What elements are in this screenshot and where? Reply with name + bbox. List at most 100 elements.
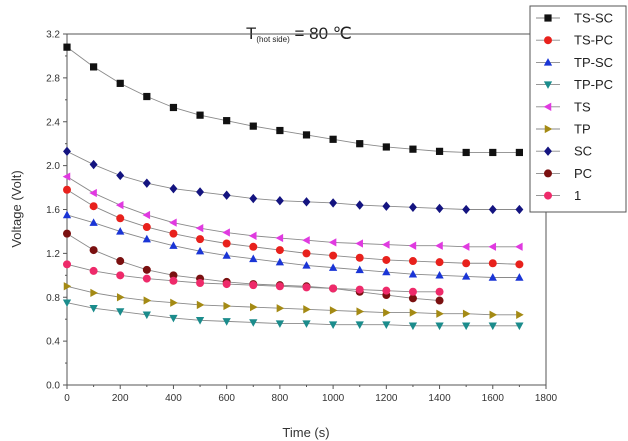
data-point-tp-sc	[222, 251, 231, 259]
legend-marker-pc	[544, 169, 552, 178]
data-point-ts	[222, 228, 230, 237]
data-point-ts-sc	[276, 126, 284, 135]
data-point-ts-sc	[409, 145, 417, 153]
data-point-tp-pc	[408, 322, 418, 331]
legend-item-ts: TS	[536, 99, 591, 114]
data-point-ts-sc	[356, 140, 364, 148]
data-point-ts-pc	[63, 185, 71, 194]
data-point-1	[89, 266, 98, 275]
data-point-ts-sc	[382, 143, 390, 151]
data-point-ts-pc	[302, 249, 311, 258]
x-tick-label: 1600	[482, 393, 505, 404]
y-tick-label: 1.6	[46, 205, 60, 216]
data-point-1	[329, 284, 338, 293]
legend-item-ts-pc: TS-PC	[536, 33, 613, 48]
legend-item-tp-sc: TP-SC	[536, 55, 613, 70]
data-point-tp-sc	[116, 227, 125, 235]
y-tick-label: 0.4	[46, 337, 60, 348]
data-point-1	[408, 287, 417, 296]
data-point-ts-pc	[196, 235, 205, 244]
data-point-tp	[196, 300, 205, 310]
data-point-1	[435, 287, 444, 296]
data-point-tp-sc	[515, 273, 524, 281]
data-point-ts	[62, 172, 71, 181]
data-point-sc	[275, 196, 284, 206]
legend-marker-1	[544, 191, 552, 200]
x-tick-label: 0	[64, 393, 70, 404]
y-tick-label: 0.8	[46, 293, 60, 304]
y-axis-label: Voltage (Volt)	[9, 170, 24, 247]
data-point-ts-pc	[382, 255, 391, 264]
data-point-ts	[195, 224, 204, 233]
data-point-1	[302, 283, 311, 292]
legend: TS-SC TS-PC TP-SC TP-PC TS TP SC PC 1	[529, 5, 627, 213]
data-point-sc	[462, 204, 471, 215]
data-point-pc	[169, 271, 178, 280]
legend-marker-ts-sc	[544, 14, 552, 22]
data-point-sc	[515, 204, 524, 215]
data-point-sc	[302, 197, 311, 207]
series-line-sc	[66, 150, 520, 210]
series-line-ts-sc	[66, 46, 520, 153]
data-point-tp-pc	[275, 320, 285, 328]
data-point-pc	[435, 296, 444, 305]
series-sc	[63, 146, 524, 215]
legend-marker-tp-pc	[543, 81, 553, 89]
data-point-tp-sc	[89, 218, 98, 226]
data-point-tp	[383, 308, 391, 317]
data-point-tp-pc	[169, 314, 178, 323]
data-point-ts	[461, 242, 470, 251]
data-point-tp-pc	[382, 321, 391, 329]
data-point-1	[116, 271, 125, 280]
data-point-tp-sc	[488, 273, 497, 281]
data-point-tp-pc	[62, 299, 72, 308]
legend-marker-tp-sc	[543, 58, 553, 66]
data-point-sc	[196, 187, 205, 197]
data-point-ts-sc	[63, 43, 71, 51]
legend-label-tp: TP	[574, 122, 591, 137]
data-point-ts-sc	[116, 79, 124, 87]
data-point-tp-pc	[515, 322, 524, 331]
data-point-ts-pc	[329, 251, 338, 260]
y-tick-label: 2.8	[46, 73, 60, 84]
data-point-ts	[275, 233, 284, 243]
data-point-sc	[355, 200, 364, 210]
series-ts-sc	[63, 43, 523, 157]
data-point-tp	[516, 310, 524, 319]
data-point-tp-pc	[488, 322, 497, 331]
data-point-pc	[142, 265, 151, 274]
data-point-tp	[409, 308, 418, 317]
chart-title-subscript: (hot side)	[256, 35, 290, 44]
data-point-ts	[142, 210, 151, 220]
data-point-pc	[63, 229, 71, 238]
data-point-pc	[89, 246, 98, 255]
data-point-ts-pc	[116, 214, 125, 223]
data-point-ts-sc	[515, 148, 523, 157]
data-point-tp-sc	[195, 246, 205, 255]
data-point-tp-pc	[249, 319, 258, 327]
x-tick-label: 1800	[535, 393, 558, 404]
data-point-pc	[116, 257, 125, 266]
legend-item-sc: SC	[536, 144, 592, 159]
data-point-tp	[356, 307, 365, 316]
data-point-tp	[90, 288, 98, 298]
data-point-tp-pc	[142, 311, 151, 320]
data-point-sc	[249, 193, 258, 204]
x-tick-label: 400	[165, 393, 182, 404]
data-point-tp-sc	[169, 241, 178, 249]
data-point-tp-sc	[142, 234, 151, 243]
data-point-sc	[408, 202, 417, 212]
data-point-tp-sc	[302, 261, 311, 269]
data-point-ts	[488, 242, 497, 251]
data-point-sc	[222, 190, 231, 200]
data-point-sc	[89, 159, 98, 170]
data-point-ts	[302, 236, 310, 245]
legend-label-ts-sc: TS-SC	[574, 11, 613, 26]
data-point-ts	[382, 240, 390, 249]
data-point-tp	[436, 309, 444, 318]
x-tick-label: 200	[112, 393, 129, 404]
data-point-ts-sc	[489, 148, 497, 157]
data-point-ts	[408, 241, 417, 250]
data-point-ts	[115, 200, 124, 210]
x-tick-label: 600	[218, 393, 235, 404]
